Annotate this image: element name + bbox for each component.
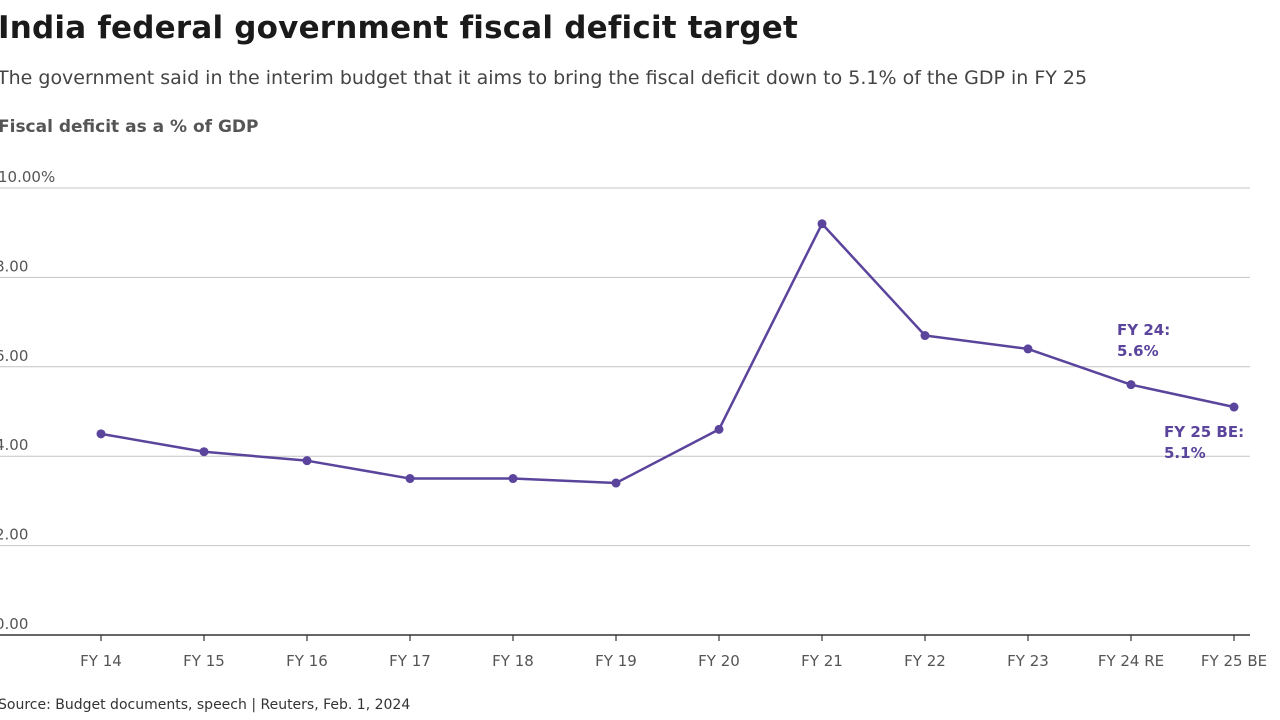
x-tick-label: FY 15 bbox=[183, 652, 225, 670]
data-point bbox=[817, 219, 827, 229]
data-point bbox=[611, 478, 621, 488]
y-tick-label: 8.00 bbox=[0, 257, 28, 275]
data-point bbox=[714, 424, 724, 434]
x-tick-label: FY 14 bbox=[80, 652, 122, 670]
data-point bbox=[920, 331, 930, 341]
y-tick-label: 4.00 bbox=[0, 436, 28, 454]
y-tick-label: 2.00 bbox=[0, 526, 28, 544]
data-line bbox=[100, 222, 1235, 485]
x-tick-label: FY 24 RE bbox=[1098, 652, 1164, 670]
x-tick-label: FY 17 bbox=[389, 652, 431, 670]
x-tick-label: FY 22 bbox=[904, 652, 946, 670]
x-tick-label: FY 16 bbox=[286, 652, 328, 670]
x-tick-label: FY 21 bbox=[801, 652, 843, 670]
x-tick-label: FY 19 bbox=[595, 652, 637, 670]
y-tick-label: 10.00% bbox=[0, 168, 55, 186]
chart-title: India federal government fiscal deficit … bbox=[0, 10, 799, 46]
annotation-label: FY 24: bbox=[1117, 321, 1170, 339]
x-tick-label: FY 25 BE bbox=[1201, 652, 1267, 670]
y-axis-label: Fiscal deficit as a % of GDP bbox=[0, 117, 259, 137]
data-point bbox=[1023, 344, 1033, 354]
y-tick-label: 6.00 bbox=[0, 347, 28, 365]
annotation-label: FY 25 BE: bbox=[1164, 423, 1244, 441]
data-point bbox=[508, 474, 518, 484]
data-point bbox=[199, 447, 209, 457]
data-point bbox=[1126, 380, 1136, 390]
x-tick-label: FY 18 bbox=[492, 652, 534, 670]
data-point bbox=[405, 474, 415, 484]
x-tick-label: FY 23 bbox=[1007, 652, 1049, 670]
y-tick-label: 0.00 bbox=[0, 615, 28, 633]
annotation-label: 5.6% bbox=[1117, 342, 1159, 360]
data-point bbox=[96, 429, 106, 439]
source-note: Source: Budget documents, speech | Reute… bbox=[0, 697, 411, 713]
data-point bbox=[302, 456, 312, 466]
x-tick-label: FY 20 bbox=[698, 652, 740, 670]
annotation-label: 5.1% bbox=[1164, 444, 1206, 462]
chart-subtitle: The government said in the interim budge… bbox=[0, 67, 1088, 89]
data-point bbox=[1229, 402, 1239, 412]
